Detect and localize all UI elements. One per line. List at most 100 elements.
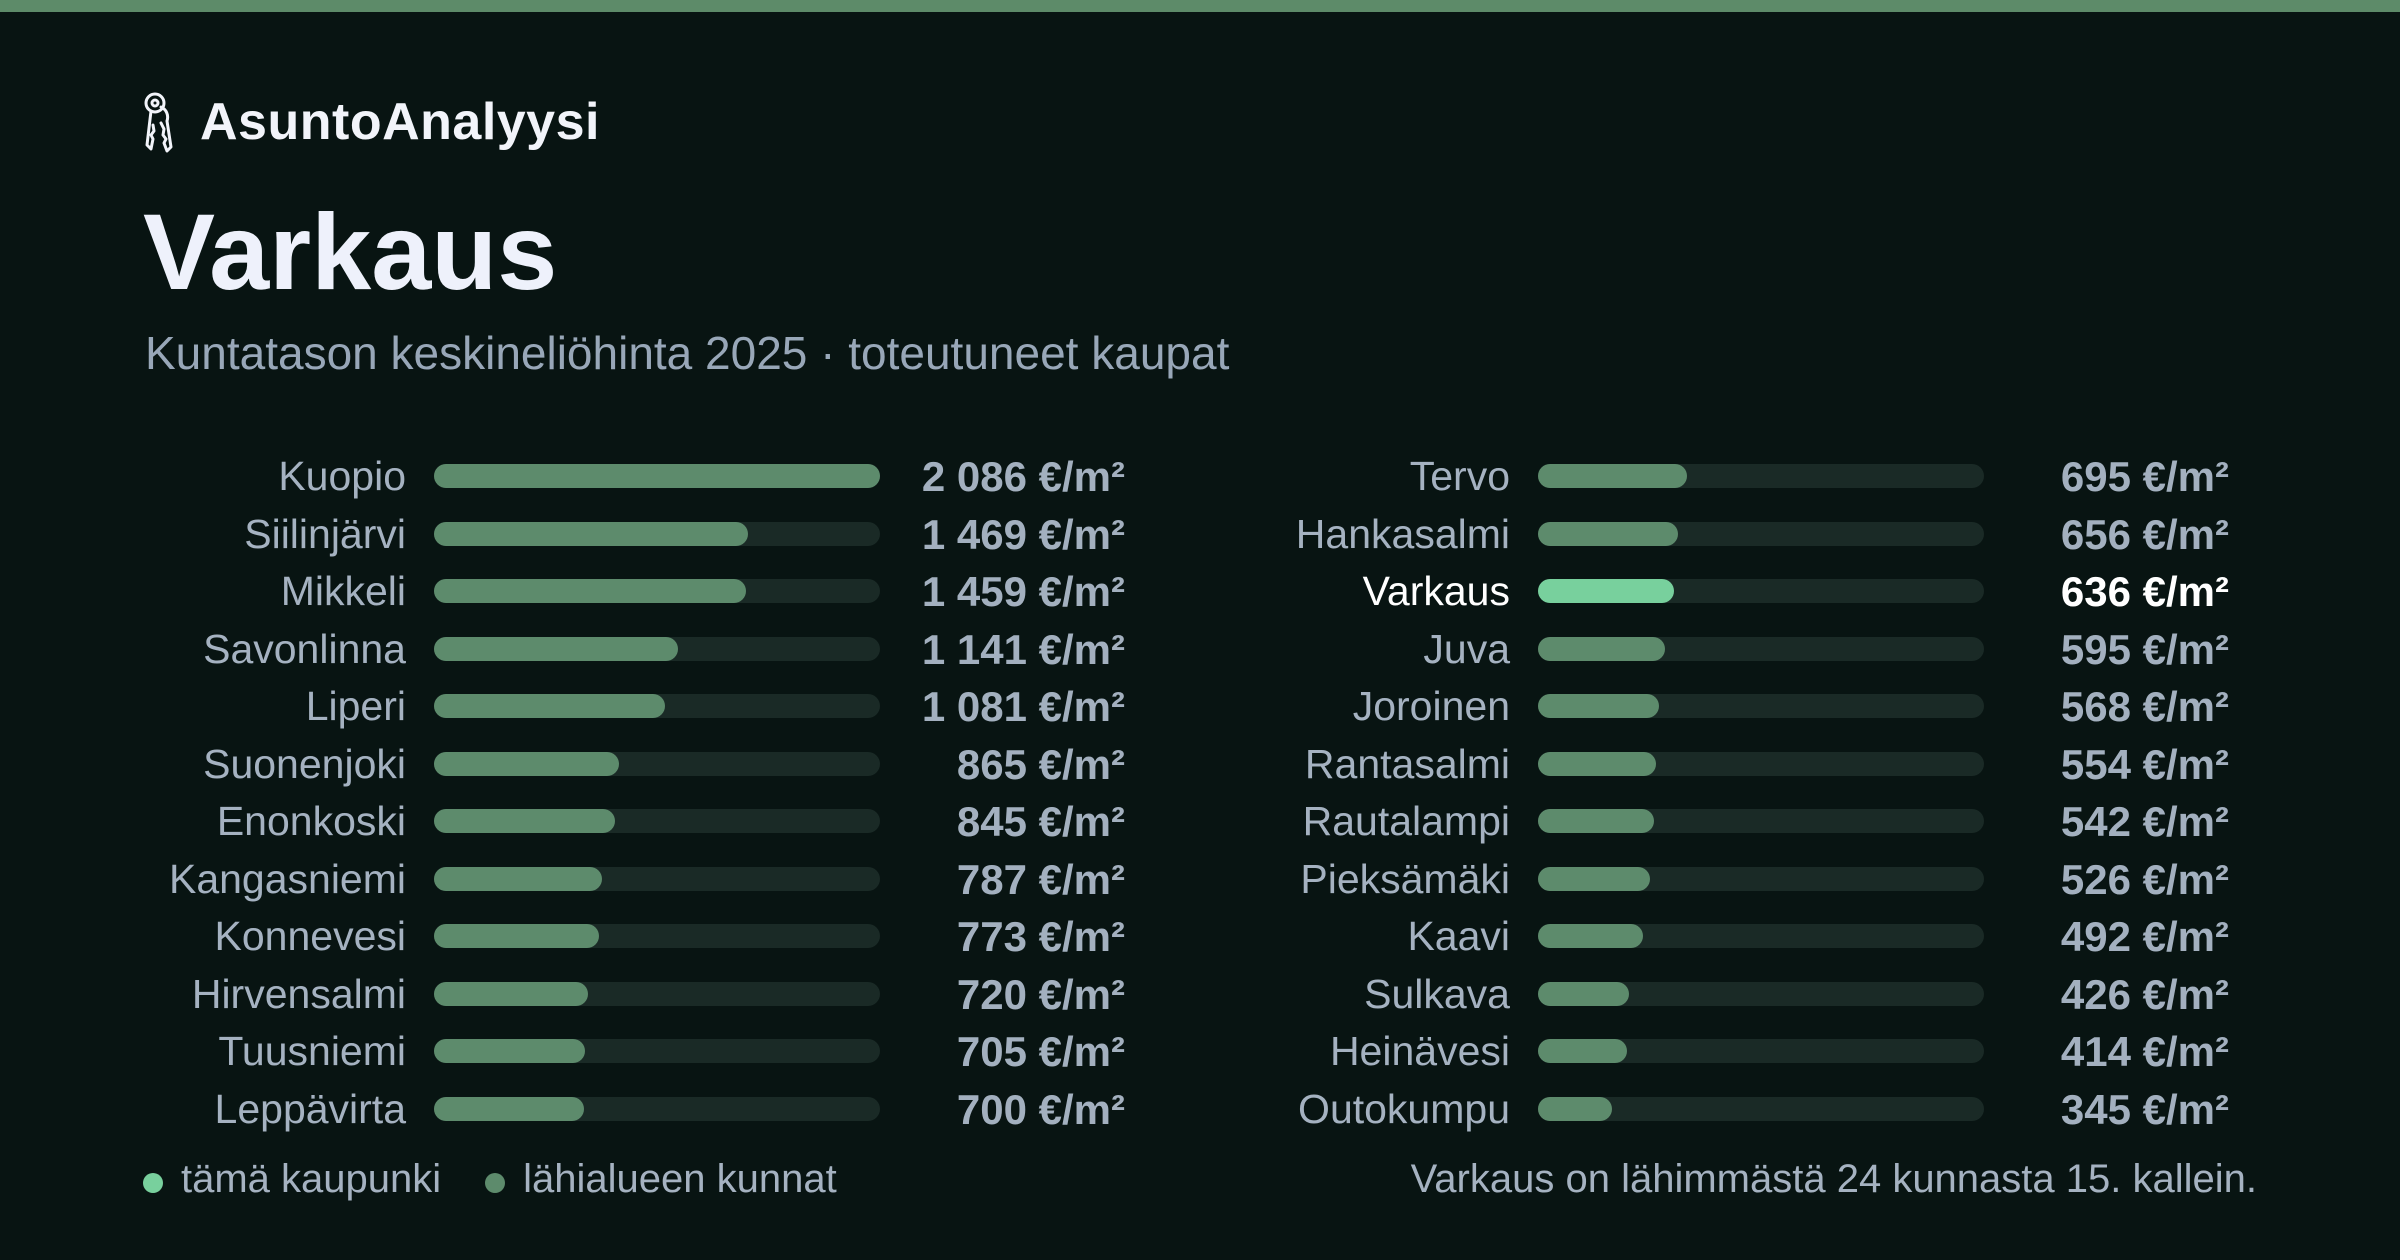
bar	[1538, 751, 1657, 776]
bar-label: Tervo	[1409, 453, 1510, 499]
bar-value-label: 705 €/m²	[956, 1028, 1125, 1075]
bar-value-label: 787 €/m²	[956, 855, 1125, 903]
bar-value-label: 773 €/m²	[956, 913, 1125, 960]
bar-value-label: 414 €/m²	[2060, 1028, 2229, 1075]
bar	[434, 924, 600, 948]
bar-track	[1538, 924, 1984, 948]
bar	[434, 636, 678, 661]
bar	[1538, 521, 1679, 546]
bar-track	[1538, 521, 1984, 546]
bar	[1538, 981, 1630, 1006]
keys-icon	[144, 92, 173, 153]
bar-track	[434, 809, 880, 833]
bar-value-label: 554 €/m²	[2060, 740, 2229, 788]
bar	[1538, 1096, 1612, 1121]
bar-track	[434, 981, 880, 1006]
bar-label: Sulkava	[1364, 970, 1510, 1017]
bar-track	[434, 521, 880, 546]
bar-track	[434, 579, 880, 603]
bar-track	[1538, 981, 1984, 1006]
bar-track	[1538, 1039, 1984, 1063]
bar-label: Suonenjoki	[203, 740, 406, 787]
bar-row: Kangasniemi 787 €/m²	[86, 851, 1170, 908]
bar	[434, 694, 666, 718]
bar-row: Leppävirta 700 €/m²	[86, 1081, 1170, 1138]
bar-row: Joroinen 568 €/m²	[1190, 678, 2274, 735]
bar	[434, 866, 603, 891]
bar	[1538, 579, 1674, 603]
bar-label: Mikkeli	[280, 568, 406, 614]
bar-value-label: 568 €/m²	[2060, 683, 2229, 730]
bar-label: Pieksämäki	[1300, 855, 1510, 902]
bar-value-label: 1 141 €/m²	[921, 625, 1125, 673]
bar-track	[1538, 751, 1984, 776]
bar-row: Liperi 1 081 €/m²	[86, 678, 1170, 735]
bar-label: Kuopio	[278, 453, 406, 499]
bar-row: Pieksämäki 526 €/m²	[1190, 851, 2274, 908]
bar-row: Tervo 695 €/m²	[1190, 448, 2274, 505]
bar-track	[1538, 809, 1984, 833]
top-accent-bar	[0, 0, 2400, 12]
bar	[1538, 694, 1660, 718]
legend-dot-icon	[143, 1173, 163, 1193]
legend: tämä kaupunki lähialueen kunnat	[143, 1156, 881, 1202]
page-subtitle: Kuntatason keskineliöhinta 2025 · toteut…	[145, 327, 1230, 379]
brand: AsuntoAnalyysi	[140, 90, 600, 154]
bar-row: Sulkava 426 €/m²	[1190, 966, 2274, 1023]
bar-track	[1538, 464, 1984, 488]
bar	[434, 521, 749, 546]
bar-track	[1538, 579, 1984, 603]
bar-value-label: 700 €/m²	[956, 1085, 1125, 1133]
bar-value-label: 595 €/m²	[2060, 625, 2229, 673]
bar-row: Outokumpu 345 €/m²	[1190, 1081, 2274, 1138]
bar-track	[434, 1039, 880, 1063]
bar-value-label: 720 €/m²	[956, 970, 1125, 1018]
bar	[434, 464, 880, 488]
bar-value-label: 426 €/m²	[2060, 970, 2229, 1018]
bar-row: Hirvensalmi 720 €/m²	[86, 966, 1170, 1023]
bar-track	[434, 464, 880, 488]
bar	[1538, 1039, 1627, 1063]
bar-track	[1538, 866, 1984, 891]
legend-label: lähialueen kunnat	[523, 1156, 837, 1201]
bar-value-label: 636 €/m²	[2060, 568, 2229, 615]
bar-track	[1538, 636, 1984, 661]
bar-value-label: 865 €/m²	[956, 740, 1125, 788]
bar-label: Rautalampi	[1302, 798, 1510, 844]
bar	[434, 1096, 584, 1121]
bar-label: Heinävesi	[1329, 1028, 1510, 1074]
bar-label: Konnevesi	[214, 913, 406, 959]
bar-label: Enonkoski	[216, 798, 406, 844]
bar	[434, 579, 746, 603]
bar-track	[434, 1096, 880, 1121]
bar	[434, 1039, 585, 1063]
bar-label: Kangasniemi	[168, 855, 406, 902]
bar-row: Suonenjoki 865 €/m²	[86, 736, 1170, 793]
bar-value-label: 542 €/m²	[2060, 798, 2229, 845]
legend-item-nearby: lähialueen kunnat	[485, 1157, 837, 1202]
bar	[1538, 464, 1687, 488]
bar-label: Savonlinna	[203, 625, 406, 672]
bar-row: Rautalampi 542 €/m²	[1190, 793, 2274, 850]
bar-row: Mikkeli 1 459 €/m²	[86, 563, 1170, 620]
bar-label: Kaavi	[1407, 913, 1510, 959]
bar-track	[434, 694, 880, 718]
bar-row: Kaavi 492 €/m²	[1190, 908, 2274, 965]
bar-label: Hankasalmi	[1295, 510, 1510, 557]
page-title: Varkaus	[143, 191, 558, 312]
bar-value-label: 1 081 €/m²	[921, 683, 1125, 730]
bar-label: Rantasalmi	[1304, 740, 1510, 787]
bar-row: Juva 595 €/m²	[1190, 621, 2274, 678]
bar-value-label: 1 469 €/m²	[921, 510, 1125, 558]
bar-row: Rantasalmi 554 €/m²	[1190, 736, 2274, 793]
legend-item-this-city: tämä kaupunki	[143, 1157, 441, 1202]
bar-value-label: 656 €/m²	[2060, 510, 2229, 558]
bar-label: Varkaus	[1362, 568, 1510, 614]
bar-value-label: 492 €/m²	[2060, 913, 2229, 960]
bar-row: Tuusniemi 705 €/m²	[86, 1023, 1170, 1080]
bar-value-label: 345 €/m²	[2060, 1085, 2229, 1133]
bar-track	[434, 866, 880, 891]
bar	[1538, 809, 1654, 833]
bar-label: Siilinjärvi	[244, 510, 406, 557]
bar-value-label: 2 086 €/m²	[921, 453, 1125, 500]
